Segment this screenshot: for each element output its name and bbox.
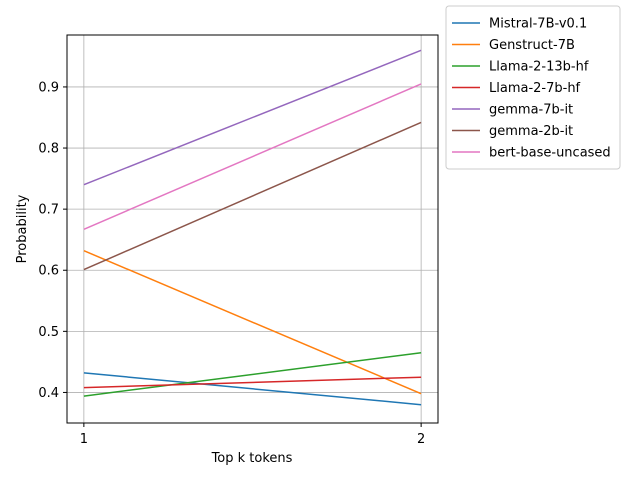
series-line-0: [83, 372, 422, 406]
series-line-3: [83, 376, 422, 389]
series-line-1: [83, 250, 422, 395]
x-tick-label: 2: [417, 432, 425, 447]
series-line-2: [83, 351, 422, 397]
y-axis-ticks: 0.4 0.5 0.6 0.7 0.8 0.9: [38, 80, 67, 401]
legend-label: Mistral-7B-v0.1: [489, 17, 587, 32]
y-tick-label: 0.8: [38, 142, 59, 157]
legend: Mistral-7B-v0.1 Genstruct-7B Llama-2-13b-h…: [445, 5, 621, 170]
series-line-6: [83, 83, 422, 230]
y-tick-label: 0.6: [38, 264, 59, 279]
y-axis-title: Probability: [15, 194, 30, 263]
legend-label: Llama-2-7b-hf: [489, 81, 581, 96]
legend-label: gemma-7b-it: [489, 103, 573, 118]
series-line-5: [83, 121, 422, 271]
x-tick-label: 1: [80, 432, 88, 447]
x-axis-title: Top k tokens: [211, 451, 293, 466]
plot-frame: [66, 34, 439, 424]
legend-frame: [445, 5, 621, 170]
y-tick-label: 0.7: [38, 203, 59, 218]
legend-label: Llama-2-13b-hf: [489, 60, 589, 75]
grid-lines: [67, 35, 438, 423]
series-line-4: [83, 49, 422, 186]
y-tick-label: 0.4: [38, 386, 59, 401]
legend-label: gemma-2b-it: [489, 124, 573, 139]
legend-label: bert-base-uncased: [489, 146, 611, 161]
series-lines: [83, 49, 422, 406]
legend-label: Genstruct-7B: [489, 38, 575, 53]
y-tick-label: 0.5: [38, 325, 59, 340]
y-tick-label: 0.9: [38, 80, 59, 95]
